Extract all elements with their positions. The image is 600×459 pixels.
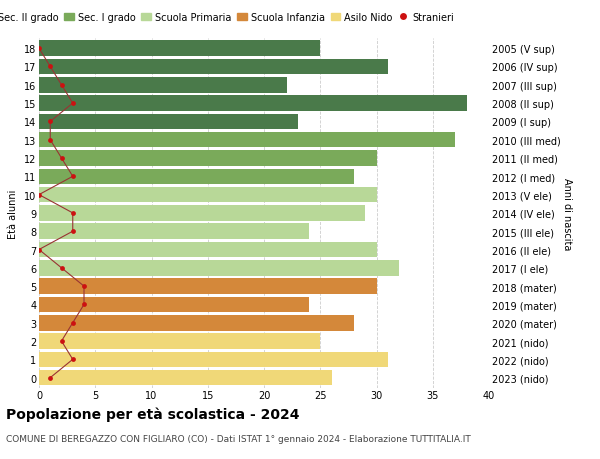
Point [34, 246, 44, 254]
Bar [39, 133, 455, 148]
Bar [39, 96, 467, 112]
Legend: Sec. II grado, Sec. I grado, Scuola Primaria, Scuola Infanzia, Asilo Nido, Stran: Sec. II grado, Sec. I grado, Scuola Prim… [0, 9, 458, 27]
Text: Popolazione per età scolastica - 2024: Popolazione per età scolastica - 2024 [6, 406, 299, 421]
Bar [39, 334, 320, 349]
Point [56, 264, 67, 272]
Point [79, 301, 89, 308]
Point [68, 210, 77, 217]
Point [68, 228, 77, 235]
Point [68, 356, 77, 363]
Point [68, 100, 77, 107]
Text: COMUNE DI BEREGAZZO CON FIGLIARO (CO) - Dati ISTAT 1° gennaio 2024 - Elaborazion: COMUNE DI BEREGAZZO CON FIGLIARO (CO) - … [6, 434, 471, 443]
Bar [39, 352, 388, 367]
Bar [39, 242, 377, 257]
Y-axis label: Anni di nascita: Anni di nascita [562, 177, 572, 250]
Point [68, 319, 77, 327]
Bar [39, 206, 365, 221]
Bar [39, 187, 377, 203]
Bar [39, 78, 287, 93]
Bar [39, 370, 331, 386]
Point [34, 45, 44, 53]
Bar [39, 169, 354, 185]
Bar [39, 315, 354, 331]
Bar [39, 260, 399, 276]
Y-axis label: Età alunni: Età alunni [8, 189, 18, 238]
Bar [39, 224, 309, 240]
Bar [39, 151, 377, 167]
Point [56, 82, 67, 89]
Bar [39, 41, 320, 57]
Point [56, 155, 67, 162]
Bar [39, 279, 377, 294]
Point [79, 283, 89, 290]
Point [34, 191, 44, 199]
Point [68, 173, 77, 180]
Point [46, 64, 55, 71]
Point [46, 118, 55, 126]
Point [46, 374, 55, 381]
Bar [39, 297, 309, 313]
Point [46, 137, 55, 144]
Point [56, 338, 67, 345]
Bar [39, 114, 298, 130]
Bar [39, 60, 388, 75]
